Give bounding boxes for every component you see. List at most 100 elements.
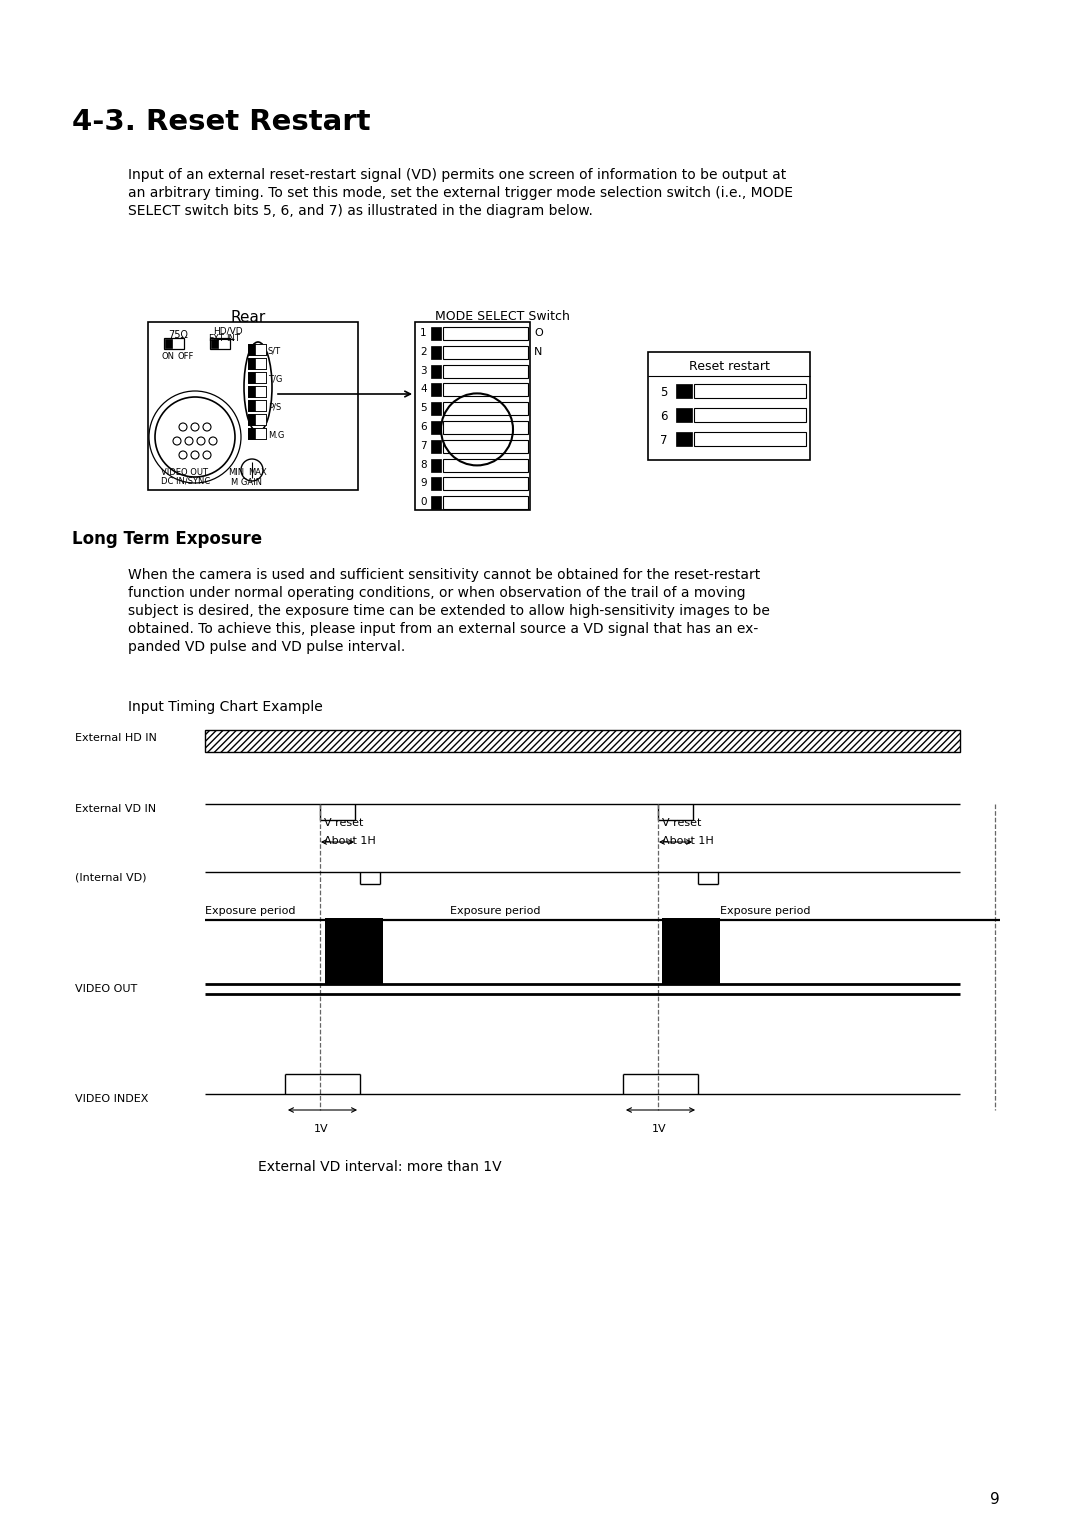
- Bar: [248, 358, 266, 368]
- Text: VIDEO OUT: VIDEO OUT: [161, 468, 208, 477]
- Bar: [431, 477, 441, 490]
- Text: External VD IN: External VD IN: [75, 804, 157, 814]
- Bar: [676, 384, 692, 397]
- Text: O: O: [534, 329, 543, 338]
- Text: N: N: [534, 347, 542, 358]
- Circle shape: [210, 437, 217, 445]
- Bar: [443, 458, 528, 472]
- Text: 4: 4: [420, 385, 427, 394]
- Bar: [676, 432, 692, 446]
- Bar: [248, 428, 266, 439]
- Text: 3: 3: [420, 365, 427, 376]
- Bar: [248, 414, 266, 425]
- Text: ON: ON: [161, 351, 174, 361]
- Bar: [431, 440, 441, 452]
- Text: 9: 9: [990, 1491, 1000, 1507]
- Text: 1V: 1V: [314, 1125, 328, 1134]
- Text: 8: 8: [420, 460, 427, 469]
- Bar: [694, 408, 806, 422]
- Text: 1: 1: [420, 329, 427, 338]
- Text: DC IN/SYNC: DC IN/SYNC: [161, 477, 211, 486]
- Bar: [431, 422, 441, 434]
- Text: OFF: OFF: [178, 351, 194, 361]
- Bar: [443, 365, 528, 377]
- Text: T/G: T/G: [268, 374, 282, 384]
- Circle shape: [191, 451, 199, 458]
- Bar: [431, 365, 441, 377]
- Bar: [325, 918, 383, 984]
- Bar: [443, 440, 528, 452]
- Bar: [443, 345, 528, 359]
- Bar: [248, 428, 255, 439]
- Text: When the camera is used and sufficient sensitivity cannot be obtained for the re: When the camera is used and sufficient s…: [129, 568, 760, 582]
- Text: obtained. To achieve this, please input from an external source a VD signal that: obtained. To achieve this, please input …: [129, 622, 758, 636]
- Bar: [248, 414, 255, 425]
- Bar: [248, 371, 266, 384]
- Text: P/S: P/S: [268, 403, 281, 413]
- Circle shape: [203, 451, 211, 458]
- Text: 1V: 1V: [652, 1125, 666, 1134]
- Text: VIDEO OUT: VIDEO OUT: [75, 984, 137, 995]
- Text: function under normal operating conditions, or when observation of the trail of : function under normal operating conditio…: [129, 587, 745, 601]
- Text: About 1H: About 1H: [324, 836, 376, 847]
- Text: VIDEO INDEX: VIDEO INDEX: [75, 1094, 148, 1105]
- Bar: [248, 358, 266, 368]
- Circle shape: [241, 458, 264, 481]
- Bar: [248, 400, 266, 411]
- Text: Input Timing Chart Example: Input Timing Chart Example: [129, 700, 323, 714]
- Text: 9: 9: [420, 478, 427, 489]
- Text: M.G: M.G: [268, 431, 284, 440]
- Circle shape: [179, 423, 187, 431]
- Bar: [431, 402, 441, 416]
- Circle shape: [156, 397, 235, 477]
- Bar: [248, 400, 266, 411]
- Bar: [431, 497, 441, 509]
- Bar: [443, 422, 528, 434]
- Text: Reset restart: Reset restart: [689, 361, 769, 373]
- Bar: [676, 408, 692, 422]
- Bar: [662, 918, 720, 984]
- Bar: [431, 384, 441, 396]
- Bar: [148, 322, 357, 490]
- Bar: [248, 387, 255, 397]
- Text: 7: 7: [660, 434, 667, 448]
- Text: V reset: V reset: [324, 817, 363, 828]
- Bar: [205, 730, 960, 752]
- Bar: [248, 414, 266, 425]
- Text: External HD IN: External HD IN: [75, 733, 157, 743]
- Bar: [443, 402, 528, 416]
- Bar: [443, 384, 528, 396]
- Text: External VD interval: more than 1V: External VD interval: more than 1V: [258, 1160, 502, 1174]
- Text: an arbitrary timing. To set this mode, set the external trigger mode selection s: an arbitrary timing. To set this mode, s…: [129, 186, 793, 200]
- Text: Rear: Rear: [230, 310, 266, 325]
- Text: 0: 0: [420, 497, 427, 507]
- Text: MODE SELECT Switch: MODE SELECT Switch: [435, 310, 570, 322]
- Bar: [248, 358, 255, 368]
- Bar: [694, 432, 806, 446]
- Text: panded VD pulse and VD pulse interval.: panded VD pulse and VD pulse interval.: [129, 640, 405, 654]
- Bar: [415, 322, 530, 510]
- Bar: [248, 344, 255, 354]
- Circle shape: [185, 437, 193, 445]
- Bar: [694, 384, 806, 397]
- Bar: [443, 477, 528, 490]
- Bar: [164, 338, 184, 348]
- Bar: [248, 371, 255, 384]
- Bar: [431, 458, 441, 472]
- Text: Exposure period: Exposure period: [450, 906, 540, 915]
- Text: Exposure period: Exposure period: [205, 906, 296, 915]
- Text: INT: INT: [226, 335, 240, 342]
- Bar: [443, 497, 528, 509]
- Text: M GAIN: M GAIN: [231, 478, 262, 487]
- Text: MAX: MAX: [248, 468, 267, 477]
- Text: 6: 6: [660, 410, 667, 423]
- Bar: [248, 387, 266, 397]
- Bar: [648, 351, 810, 460]
- Text: About 1H: About 1H: [662, 836, 714, 847]
- Bar: [248, 400, 255, 411]
- Text: S/T: S/T: [268, 347, 281, 356]
- Circle shape: [173, 437, 181, 445]
- Text: Exposure period: Exposure period: [720, 906, 810, 915]
- Bar: [248, 387, 266, 397]
- Bar: [210, 338, 230, 348]
